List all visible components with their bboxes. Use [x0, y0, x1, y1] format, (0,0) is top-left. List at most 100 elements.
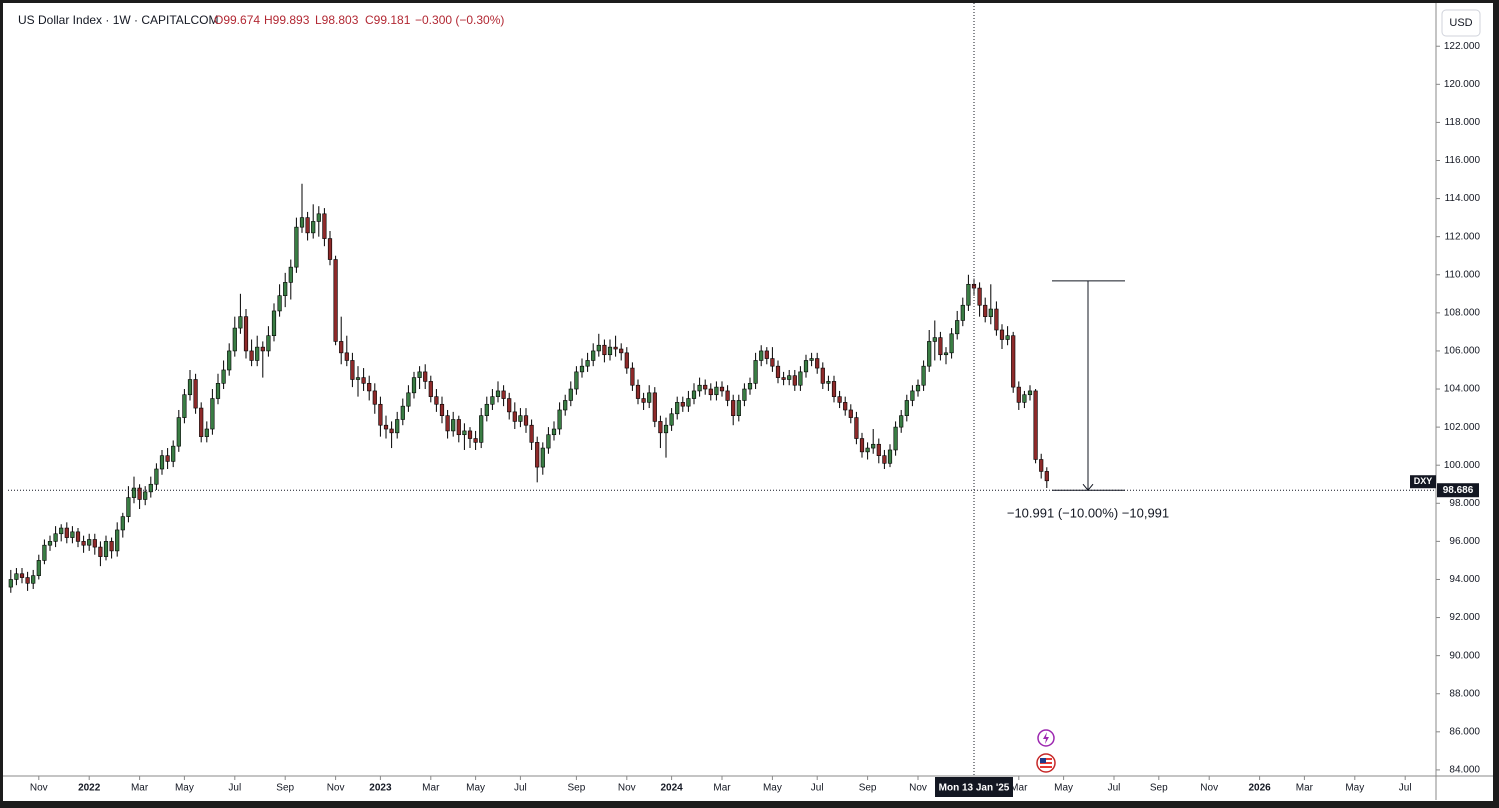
- candle-body: [255, 346, 260, 361]
- candle-body: [361, 377, 366, 384]
- candle-body: [971, 283, 977, 289]
- candle-body: [154, 468, 159, 485]
- candle-body: [411, 377, 417, 394]
- x-tick-label: Mar: [1010, 783, 1028, 794]
- candle-body: [333, 259, 338, 342]
- candle-body: [641, 398, 646, 403]
- y-tick-label: 86.000: [1449, 726, 1480, 737]
- candle-body: [109, 541, 114, 552]
- y-tick-label: 120.000: [1444, 79, 1481, 90]
- y-tick-label: 114.000: [1445, 193, 1481, 204]
- candle-body: [512, 411, 517, 422]
- candle-body: [551, 428, 557, 436]
- candle-body: [960, 304, 965, 321]
- candle-body: [1027, 390, 1033, 396]
- candle-body: [887, 449, 893, 464]
- candle-body: [1011, 335, 1016, 388]
- candle-body: [669, 413, 674, 426]
- candle-body: [753, 360, 758, 384]
- candle-body: [871, 443, 876, 449]
- candle-body: [691, 390, 697, 399]
- x-tick-label: Jul: [811, 783, 824, 794]
- x-tick-label: 2024: [660, 783, 683, 794]
- crosshair-badge: [935, 777, 1013, 797]
- candle-body: [859, 438, 865, 453]
- candle-body: [602, 344, 607, 356]
- candle-body: [518, 415, 523, 422]
- symbol-badge-label: DXY: [1414, 476, 1433, 486]
- candle-body: [316, 213, 321, 222]
- candle-body: [344, 352, 349, 361]
- x-tick-label: Nov: [30, 783, 48, 794]
- candle-body: [635, 384, 641, 399]
- flag-stripe: [1040, 764, 1052, 766]
- x-tick-label: Nov: [1200, 783, 1218, 794]
- candle-body: [787, 375, 792, 380]
- candle-body: [1039, 459, 1044, 472]
- candle-body: [977, 287, 982, 306]
- candle-body: [708, 388, 713, 396]
- candle-body: [215, 383, 221, 399]
- candle-body: [238, 316, 243, 329]
- candle-body: [523, 415, 529, 426]
- candle-body: [736, 400, 741, 416]
- candle-body: [187, 379, 193, 396]
- candle-body: [131, 487, 137, 498]
- candle-body: [277, 295, 282, 312]
- x-tick-label: 2023: [369, 783, 392, 794]
- candle-body: [826, 381, 831, 384]
- y-tick-label: 98.000: [1449, 498, 1480, 509]
- currency-label[interactable]: USD: [1449, 17, 1472, 29]
- x-tick-label: Mar: [1296, 783, 1314, 794]
- candle-body: [999, 329, 1005, 340]
- candle-body: [714, 386, 719, 396]
- candle-body: [535, 442, 540, 468]
- x-tick-label: Jul: [514, 783, 527, 794]
- last-price-label: 98.686: [1443, 485, 1474, 496]
- candle-body: [210, 398, 215, 430]
- candle-body: [809, 358, 814, 361]
- candle-body: [854, 417, 859, 439]
- x-tick-label: May: [175, 783, 194, 794]
- candle-body: [227, 350, 232, 371]
- candle-body: [19, 573, 25, 578]
- x-tick-label: May: [763, 783, 782, 794]
- y-tick-label: 102.000: [1444, 422, 1481, 433]
- candle-body: [910, 390, 915, 401]
- y-tick-label: 106.000: [1444, 346, 1481, 357]
- candle-body: [199, 407, 204, 437]
- x-tick-label: Mar: [422, 783, 440, 794]
- candle-body: [781, 377, 786, 380]
- candle-body: [148, 483, 153, 493]
- candle-body: [31, 575, 36, 584]
- ohlc-open: O99.674: [214, 13, 260, 27]
- candle-body: [137, 487, 142, 500]
- candle-body: [831, 381, 837, 397]
- candle-body: [47, 541, 53, 546]
- candle-body: [417, 371, 422, 378]
- candle-body: [70, 531, 75, 538]
- candle-body: [322, 213, 327, 239]
- x-tick-label: Sep: [1150, 783, 1168, 794]
- currency-button[interactable]: [1441, 9, 1481, 37]
- candle-body: [221, 369, 226, 384]
- x-tick-label: Mar: [131, 783, 149, 794]
- x-tick-label: May: [466, 783, 485, 794]
- candle-body: [372, 390, 377, 405]
- candle-body: [462, 430, 467, 436]
- candle-body: [731, 400, 736, 416]
- candle-body: [120, 516, 125, 531]
- candle-body: [764, 350, 769, 359]
- candle-body: [473, 438, 478, 443]
- x-tick-label: Sep: [568, 783, 586, 794]
- x-tick-label: Mar: [713, 783, 731, 794]
- candle-body: [383, 424, 389, 430]
- candle-body: [1022, 394, 1027, 403]
- candle-body: [938, 337, 943, 356]
- candle-body: [367, 383, 372, 392]
- candle-body: [395, 419, 400, 434]
- candle-body: [305, 217, 310, 234]
- candle-body: [658, 421, 663, 434]
- candle-body: [171, 445, 176, 462]
- candle-body: [983, 304, 988, 317]
